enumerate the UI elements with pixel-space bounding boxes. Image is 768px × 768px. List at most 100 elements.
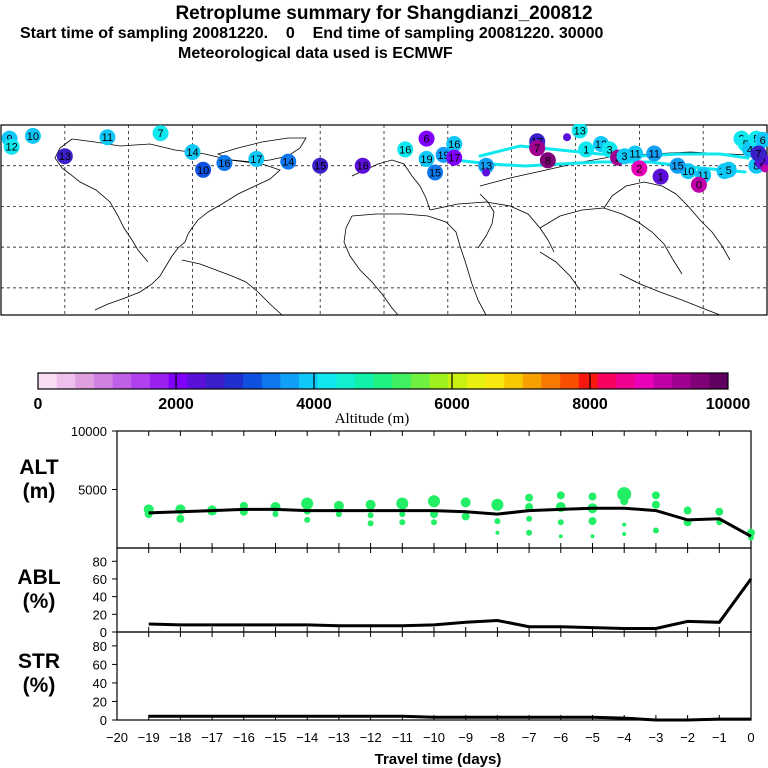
str-series-line <box>148 714 751 722</box>
colorbar-cell <box>261 373 281 389</box>
plume-centroid-marker <box>216 155 233 171</box>
plume-day-label: 11 <box>649 149 660 161</box>
colorbar-tick-label: 0 <box>34 396 43 413</box>
alt-data-point <box>651 491 660 500</box>
alt-data-point <box>494 518 501 525</box>
alt-data-point <box>526 529 533 536</box>
x-tick-label: −6 <box>553 730 568 745</box>
plume-centroid-marker <box>529 140 546 157</box>
colorbar-cell <box>522 373 542 389</box>
alt-data-point <box>526 515 533 522</box>
plume-day-label: 15 <box>429 168 441 180</box>
met-data-label: Meteorological data used is ECMWF <box>178 45 453 62</box>
plume-centroids: 9101112137141610171415161661619171915131… <box>1 124 768 193</box>
plume-day-label: 4 <box>747 144 753 156</box>
plume-centroid-marker <box>539 152 556 169</box>
colorbar-cell <box>317 373 337 389</box>
colorbar-tick-label: 10000 <box>706 396 751 413</box>
abl-label-line2: (%) <box>22 590 56 613</box>
alt-data-point <box>428 495 440 508</box>
plume-day-label: 16 <box>399 144 411 156</box>
str-label-line1: STR <box>18 650 60 673</box>
plume-day-label: 1 <box>583 144 589 156</box>
str-panel: 0 20 40 60 80 <box>93 631 752 728</box>
colorbar-tick-label: 6000 <box>434 396 470 413</box>
str-frame <box>116 631 752 721</box>
plume-centroid-marker <box>562 133 571 142</box>
colorbar-cell <box>149 373 169 389</box>
alt-data-point <box>558 534 563 539</box>
plume-day-label: 19 <box>420 154 432 166</box>
plume-centroid-marker <box>478 157 495 174</box>
plume-day-label: 15 <box>672 161 684 173</box>
colorbar-cell <box>131 373 151 389</box>
alt-data-point <box>333 500 344 511</box>
plume-day-label: 13 <box>574 125 586 137</box>
colorbar-title: Altitude (m) <box>335 411 410 427</box>
colorbar-cell <box>373 373 393 389</box>
colorbar-cell <box>75 373 95 389</box>
plume-day-label: 7 <box>755 149 761 161</box>
alt-data-point <box>525 493 534 502</box>
plume-centroid-marker <box>627 145 644 162</box>
plume-day-label: 1 <box>658 172 664 184</box>
x-tick-label: 0 <box>747 730 754 745</box>
colorbar-cells <box>38 373 729 389</box>
x-axis: −20 −19 −18 −17 −16 −15 −14 −13 −12 −11 −10 −9 −8 −7−… <box>106 730 755 745</box>
colorbar-frame <box>37 372 729 390</box>
colorbar-cell <box>168 373 188 389</box>
plume-centroid-marker <box>99 129 116 146</box>
alt-panel: 5000 10000 <box>71 424 755 549</box>
abl-frame <box>116 547 752 633</box>
colorbar-cell <box>280 373 300 389</box>
x-tick-label: −13 <box>328 730 350 745</box>
colorbar-cell <box>410 373 431 389</box>
colorbar-cell <box>448 373 468 389</box>
plume-day-label: 11 <box>102 132 113 144</box>
abl-y-tick-label: 20 <box>93 607 107 622</box>
chart-title: Retroplume summary for Shangdianzi_20081… <box>175 3 593 24</box>
alt-data-point <box>335 511 342 518</box>
abl-series-line <box>148 578 753 630</box>
x-tick-label: −1 <box>712 730 727 745</box>
plume-day-label: 8 <box>545 155 551 167</box>
colorbar-cell <box>392 373 412 389</box>
colorbar-cell <box>38 373 58 389</box>
plume-day-label: 13 <box>480 161 492 173</box>
alt-data-point <box>461 512 470 521</box>
plume-day-label: 10 <box>682 166 694 178</box>
alt-label-line1: ALT <box>19 456 59 479</box>
colorbar-cell <box>485 373 505 389</box>
plume-centroid-marker <box>754 131 768 148</box>
plume-day-label: 10 <box>27 131 39 143</box>
plume-day-label: 16 <box>357 161 369 173</box>
alt-data-point <box>304 516 311 523</box>
colorbar-cell <box>504 373 524 389</box>
x-tick-label: −7 <box>522 730 537 745</box>
plume-day-label: 8 <box>753 161 759 173</box>
alt-y-tick-label: 5000 <box>78 483 107 498</box>
plume-day-label: 3 <box>621 151 627 163</box>
retroplume-map: 9101112137141610171415161661619171915131… <box>0 124 768 316</box>
plume-day-label: 2 <box>636 163 642 175</box>
altitude-colorbar: 0 2000 4000 6000 8000 10000 Altitude (m) <box>34 372 751 427</box>
plume-centroid-marker <box>482 168 491 177</box>
plume-day-label: 16 <box>218 158 230 170</box>
x-tick-label: −17 <box>201 730 223 745</box>
plume-centroid-marker <box>669 157 686 174</box>
plume-centroid-marker <box>750 145 767 162</box>
plume-centroid-marker <box>720 161 737 178</box>
alt-y-tick-label: 10000 <box>71 424 107 439</box>
x-tick-label: −10 <box>423 730 445 745</box>
alt-data-point <box>491 498 504 511</box>
alt-data-point <box>176 514 185 523</box>
plume-day-label: 10 <box>197 165 209 177</box>
alt-data-point <box>495 530 500 535</box>
x-tick-label: −2 <box>680 730 695 745</box>
plume-day-label: 7 <box>158 128 164 140</box>
plume-centroid-marker <box>354 157 371 174</box>
plume-day-label: 0 <box>696 180 702 192</box>
alt-data-point <box>431 519 437 526</box>
colorbar-tick-label: 8000 <box>572 396 608 413</box>
alt-data-point <box>590 534 595 539</box>
